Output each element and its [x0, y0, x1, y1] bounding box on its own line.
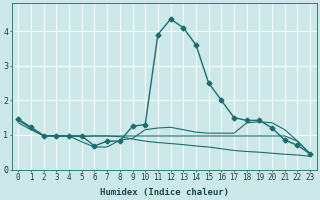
X-axis label: Humidex (Indice chaleur): Humidex (Indice chaleur)	[100, 188, 229, 197]
